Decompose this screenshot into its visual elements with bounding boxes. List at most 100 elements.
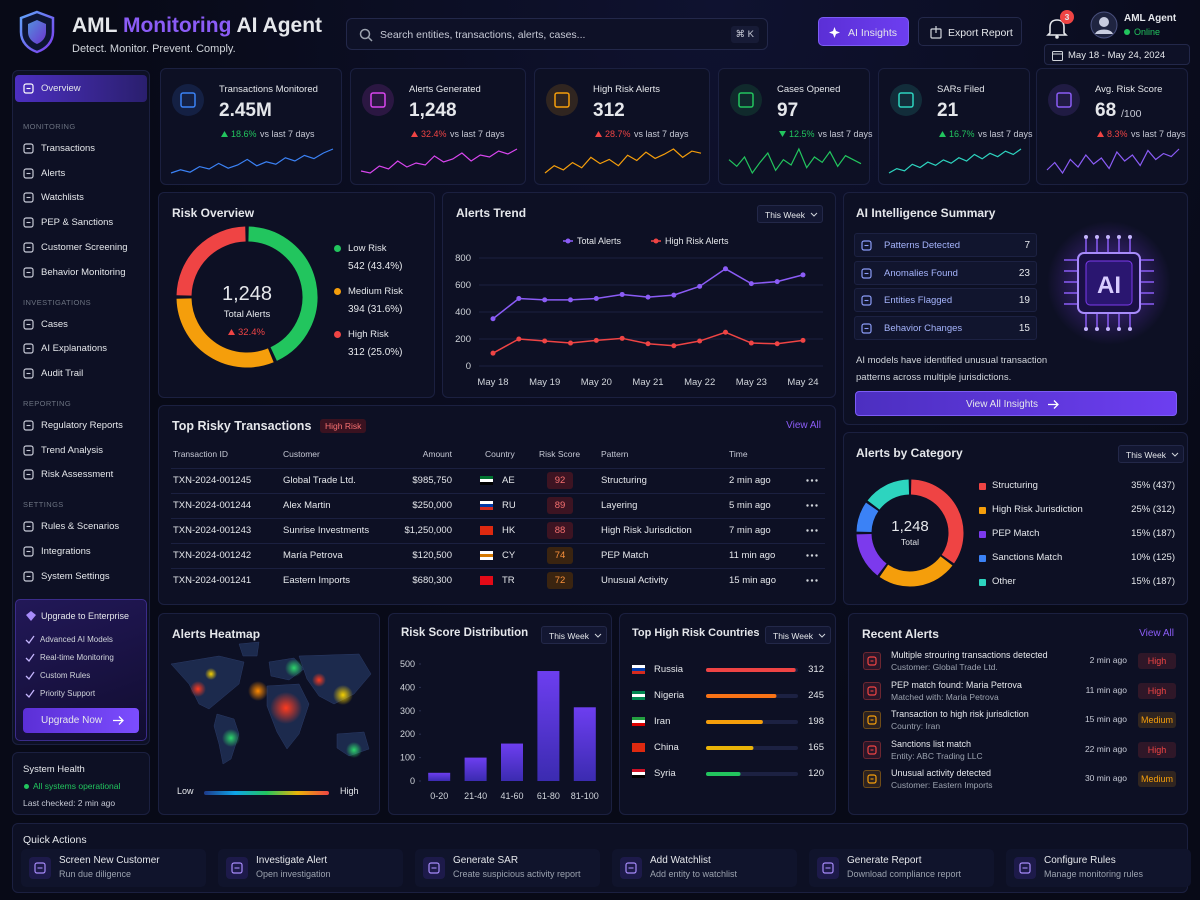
insight-row[interactable]: Entities Flagged 19 bbox=[854, 288, 1037, 312]
flag-stripe bbox=[632, 772, 645, 775]
nav-label: Behavior Monitoring bbox=[41, 266, 126, 278]
flag-stripe bbox=[632, 691, 645, 694]
donut-segment bbox=[856, 502, 879, 533]
x-tick-label: 0-20 bbox=[430, 791, 448, 801]
nav-item[interactable]: Behavior Monitoring bbox=[17, 263, 147, 283]
nav-item[interactable]: System Settings bbox=[17, 567, 147, 587]
kpi-icon bbox=[172, 84, 204, 116]
icon-shape bbox=[34, 862, 46, 874]
nav-item[interactable]: Rules & Scenarios bbox=[17, 517, 147, 537]
chip-core bbox=[1085, 260, 1133, 306]
nav-item[interactable]: Audit Trail bbox=[17, 364, 147, 384]
view-all-link[interactable]: View All bbox=[1139, 628, 1174, 639]
bar bbox=[706, 720, 763, 724]
alert-time: 11 min ago bbox=[1085, 684, 1127, 695]
nav-item[interactable]: Alerts bbox=[17, 164, 147, 184]
y-tick-label: 400 bbox=[400, 682, 415, 692]
flag bbox=[632, 691, 645, 700]
sparkline-line bbox=[360, 148, 518, 174]
icon-shape bbox=[625, 862, 637, 874]
hotspot bbox=[248, 681, 268, 701]
period-dropdown[interactable]: This Week bbox=[541, 626, 607, 644]
time: 5 min ago bbox=[729, 500, 771, 511]
kpi-value: 312 bbox=[593, 100, 625, 121]
nav-item[interactable]: Transactions bbox=[17, 139, 147, 159]
quick-action[interactable]: Add Watchlist Add entity to watchlist bbox=[612, 849, 797, 887]
insight-row[interactable]: Behavior Changes 15 bbox=[854, 315, 1037, 340]
flag-stripe bbox=[632, 723, 645, 726]
flag bbox=[632, 665, 645, 674]
search-box[interactable]: Search entities, transactions, alerts, c… bbox=[346, 18, 768, 50]
flag-stripe bbox=[480, 551, 493, 554]
icon-shape bbox=[23, 168, 34, 179]
bar bbox=[501, 743, 523, 781]
kpi-card: Cases Opened 97 12.5% vs last 7 days bbox=[718, 68, 873, 185]
risk-score: 74 bbox=[554, 550, 566, 561]
nav-item-active[interactable]: Overview bbox=[15, 75, 147, 102]
flag-stripe bbox=[632, 720, 645, 723]
icon-shape bbox=[23, 571, 34, 582]
quick-action[interactable]: Screen New Customer Run due diligence bbox=[21, 849, 206, 887]
icon bbox=[23, 168, 34, 179]
quick-action[interactable]: Generate Report Download compliance repor… bbox=[809, 849, 994, 887]
nav-item[interactable]: Watchlists bbox=[17, 188, 147, 208]
period-dropdown[interactable]: This Week bbox=[757, 205, 823, 223]
nav-item[interactable]: Cases bbox=[17, 315, 147, 335]
system-health-title: System Health bbox=[23, 764, 85, 775]
view-all-link[interactable]: View All bbox=[786, 420, 821, 431]
flag-stripe bbox=[480, 476, 493, 479]
icon-shape bbox=[23, 343, 34, 354]
upgrade-button[interactable]: Upgrade Now bbox=[23, 708, 139, 733]
nav-section-title: INVESTIGATIONS bbox=[23, 297, 91, 307]
trend-arrow-shape bbox=[779, 131, 786, 137]
export-button[interactable]: Export Report bbox=[918, 17, 1022, 46]
view-insights-button[interactable]: View All Insights bbox=[855, 391, 1177, 416]
icon bbox=[23, 217, 34, 228]
donut-segment bbox=[879, 556, 953, 587]
series-marker bbox=[568, 340, 573, 346]
quick-action[interactable]: Generate SAR Create suspicious activity r… bbox=[415, 849, 600, 887]
nav-item[interactable]: Risk Assessment bbox=[17, 465, 147, 485]
period-dropdown[interactable]: This Week bbox=[765, 626, 831, 644]
menu-dot bbox=[806, 554, 809, 557]
bell-icon[interactable] bbox=[1046, 17, 1068, 39]
trend-arrow bbox=[411, 131, 418, 137]
nav-item[interactable]: Trend Analysis bbox=[17, 441, 147, 461]
flag-stripe bbox=[480, 482, 493, 485]
date-range[interactable]: May 18 - May 24, 2024 bbox=[1044, 44, 1190, 65]
x-tick-label: 21-40 bbox=[464, 791, 487, 801]
kpi-icon bbox=[730, 84, 762, 116]
search-placeholder: Search entities, transactions, alerts, c… bbox=[380, 29, 586, 41]
insight-row[interactable]: Patterns Detected 7 bbox=[854, 233, 1037, 257]
nav-label: System Settings bbox=[41, 570, 110, 582]
nav-label: Audit Trail bbox=[41, 367, 84, 379]
y-tick-label: 600 bbox=[455, 280, 471, 291]
user-name: AML Agent bbox=[1124, 13, 1177, 24]
column-header: Amount bbox=[422, 449, 452, 459]
nav-item[interactable]: AI Explanations bbox=[17, 339, 147, 359]
column-header: Customer bbox=[283, 449, 320, 459]
bar bbox=[706, 668, 796, 672]
icon bbox=[861, 240, 872, 251]
ai-insights-button[interactable]: AI Insights bbox=[818, 17, 909, 46]
alert-time: 22 min ago bbox=[1084, 743, 1127, 754]
card-title: Risk Overview bbox=[172, 206, 255, 220]
system-health-checked: Last checked: 2 min ago bbox=[23, 798, 116, 808]
nav-item[interactable]: PEP & Sanctions bbox=[17, 213, 147, 233]
nav-item[interactable]: Regulatory Reports bbox=[17, 416, 147, 436]
kpi-compare: vs last 7 days bbox=[818, 129, 873, 139]
icon bbox=[23, 143, 34, 154]
transaction-id: TXN-2024-001244 bbox=[173, 500, 252, 511]
quick-action[interactable]: Configure Rules Manage monitoring rules bbox=[1006, 849, 1191, 887]
period-dropdown[interactable]: This Week bbox=[1118, 445, 1184, 463]
nav-item[interactable]: Integrations bbox=[17, 542, 147, 562]
alert-detail: Customer: Global Trade Ltd. bbox=[891, 662, 998, 672]
insight-row[interactable]: Anomalies Found 23 bbox=[854, 260, 1037, 285]
kpi-icon bbox=[362, 84, 394, 116]
chevron-shape bbox=[810, 212, 818, 217]
nav-item[interactable]: Customer Screening bbox=[17, 238, 147, 258]
avatar[interactable] bbox=[1090, 11, 1118, 39]
icon bbox=[867, 715, 877, 725]
quick-action[interactable]: Investigate Alert Open investigation bbox=[218, 849, 403, 887]
menu-dot bbox=[806, 504, 809, 507]
